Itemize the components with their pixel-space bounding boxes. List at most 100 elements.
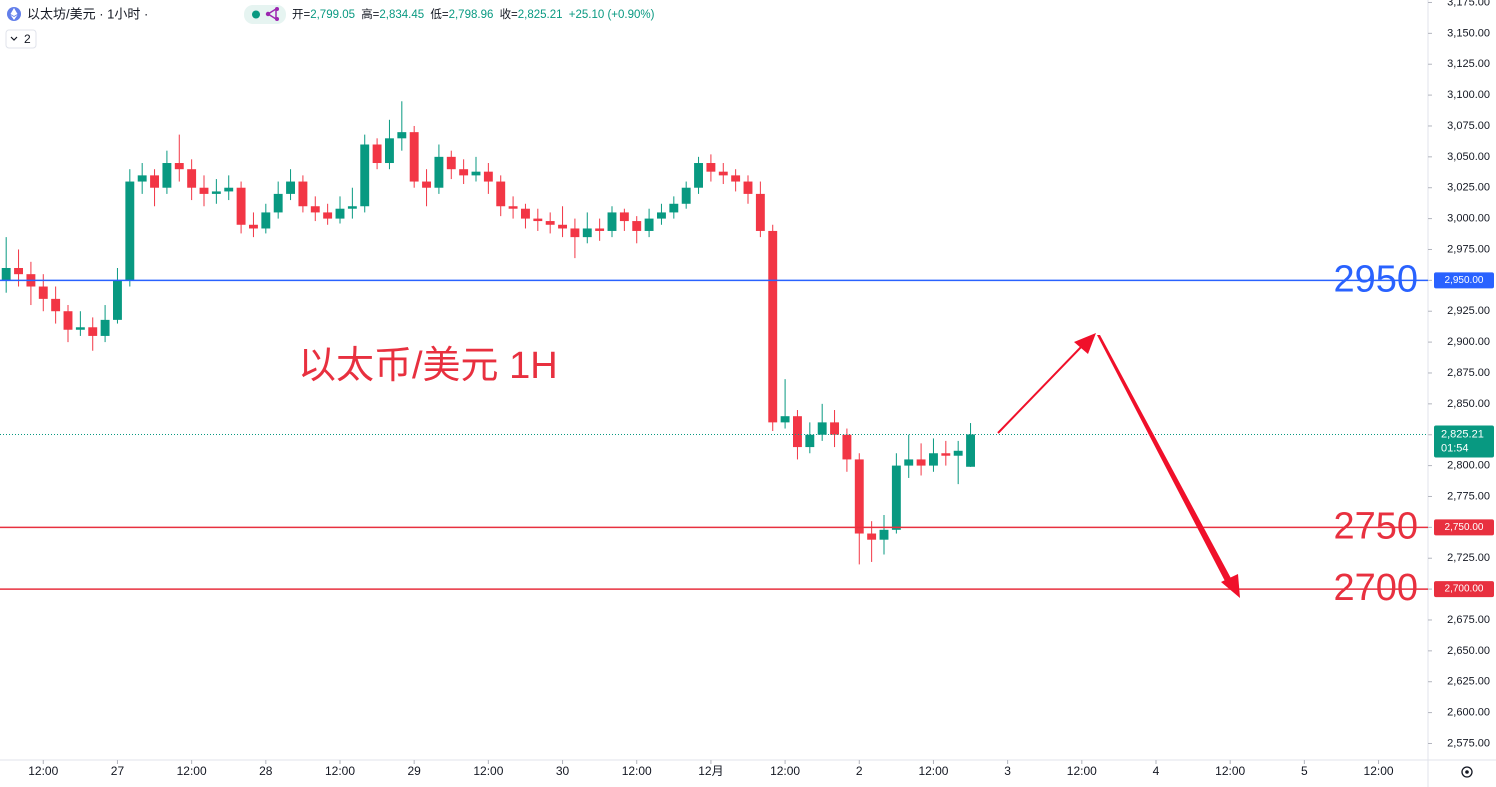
level-badge-label: 2,700.00 <box>1445 584 1484 595</box>
x-tick-label: 12:00 <box>1067 764 1097 778</box>
candle-body <box>100 319 110 336</box>
y-tick-label: 3,050.00 <box>1447 151 1490 163</box>
ohlc-value: 2,798.96 <box>449 9 494 21</box>
candle-body <box>854 459 864 534</box>
candle-body <box>360 144 370 207</box>
candle-body <box>459 169 469 176</box>
x-tick-label: 12:00 <box>473 764 503 778</box>
candle-body <box>273 193 283 213</box>
change: +25.10 (+0.90%) <box>569 9 655 21</box>
candle-body <box>162 163 172 188</box>
badge-chevron <box>10 36 18 41</box>
settings-icon[interactable] <box>1461 766 1473 778</box>
candle-body <box>706 163 716 172</box>
candle-body <box>323 212 333 219</box>
candle-body <box>88 327 98 336</box>
x-tick-label: 12:00 <box>1364 764 1394 778</box>
level-label: 2950 <box>1333 258 1418 300</box>
candle-body <box>941 453 951 456</box>
last-price-label: 2,825.21 <box>1441 428 1484 440</box>
level-badge <box>1434 581 1494 598</box>
candle-body <box>570 228 580 238</box>
y-tick-label: 2,600.00 <box>1447 707 1490 719</box>
candle-body <box>830 422 839 435</box>
candle-body <box>174 163 184 170</box>
status-pill[interactable] <box>244 5 286 24</box>
candle-body <box>842 434 852 460</box>
symbol-title: 以太坊/美元 · 1小时 · <box>27 6 148 21</box>
ohlc-key: 低= <box>430 8 448 21</box>
candle-body <box>508 206 518 209</box>
x-tick-label: 12:00 <box>177 764 207 778</box>
candle-body <box>409 132 419 182</box>
candle-body <box>743 181 753 194</box>
candle-body <box>681 187 691 204</box>
x-tick-label: 12:00 <box>918 764 948 778</box>
x-tick-label: 12:00 <box>1215 764 1245 778</box>
level-badge <box>1434 519 1494 536</box>
candle-body <box>718 171 728 176</box>
candle-body <box>236 187 246 225</box>
x-tick-label: 30 <box>556 764 570 778</box>
candles-layer <box>1 101 975 565</box>
candle-body <box>694 163 703 188</box>
level-label: 2700 <box>1333 567 1418 609</box>
last-price-badge <box>1434 425 1494 458</box>
candle-body <box>817 422 827 435</box>
x-tick-label: 29 <box>408 764 422 778</box>
ohlc-value: 2,799.05 <box>310 9 355 21</box>
ohlc-key: 收= <box>500 7 518 21</box>
status-dot <box>252 10 260 19</box>
candle-body <box>582 228 592 238</box>
level-badge <box>1434 272 1494 289</box>
candle-body <box>211 191 221 194</box>
x-tick-label: 12:00 <box>622 764 652 778</box>
candle-body <box>966 434 975 467</box>
candle-body <box>434 156 444 188</box>
candle-body <box>731 175 741 182</box>
candle-body <box>558 224 567 229</box>
candle-body <box>38 286 48 299</box>
y-tick-label: 2,900.00 <box>1447 336 1490 348</box>
candle-body <box>249 224 258 229</box>
candle-body <box>298 181 308 207</box>
y-tick-label: 2,875.00 <box>1447 367 1490 379</box>
y-tick-label: 3,125.00 <box>1447 58 1490 70</box>
forecast-arrow-down <box>1097 335 1233 585</box>
candle-body <box>335 208 345 219</box>
x-tick-label: 12:00 <box>28 764 58 778</box>
indicator-badge[interactable] <box>5 29 37 49</box>
x-tick-label: 28 <box>259 764 273 778</box>
candle-body <box>644 218 654 231</box>
candle-body <box>224 187 234 192</box>
ohlc-value: 2,825.21 <box>518 9 563 21</box>
y-tick-label: 3,150.00 <box>1447 27 1490 39</box>
candle-body <box>137 175 147 182</box>
candle-body <box>904 459 914 466</box>
ohlc-key: 高= <box>361 7 379 21</box>
candle-body <box>755 193 765 231</box>
candle-body <box>780 416 790 423</box>
overlay-layer: 2950 2,950.00 2750 2,750.00 2700 2,700.00 2,82… <box>0 258 1494 609</box>
candle-body <box>261 212 271 229</box>
annotation: 以太币/美元 1H <box>298 345 558 387</box>
candle-body <box>496 181 506 207</box>
y-tick-label: 2,775.00 <box>1447 490 1490 502</box>
symbol-icon-glyph <box>10 8 18 20</box>
y-tick-label: 2,650.00 <box>1447 645 1490 657</box>
y-tick-label: 2,725.00 <box>1447 552 1490 564</box>
y-tick-label: 2,925.00 <box>1447 305 1490 317</box>
y-tick-label: 2,675.00 <box>1447 614 1490 626</box>
candle-body <box>63 311 73 330</box>
candle-body <box>483 171 493 182</box>
badge-count: 2 <box>24 32 31 46</box>
candle-body <box>657 212 666 219</box>
x-tick-label: 12:00 <box>770 764 800 778</box>
ohlc-value: 2,834.45 <box>379 9 424 21</box>
forecast-arrowhead <box>1074 333 1096 354</box>
candle-body <box>51 298 61 312</box>
ohlc-legend: 开=2,799.05 高=2,834.45 低=2,798.96 收=2,825… <box>292 7 655 21</box>
candle-body <box>14 267 23 275</box>
settings-icon-center <box>1465 770 1469 774</box>
